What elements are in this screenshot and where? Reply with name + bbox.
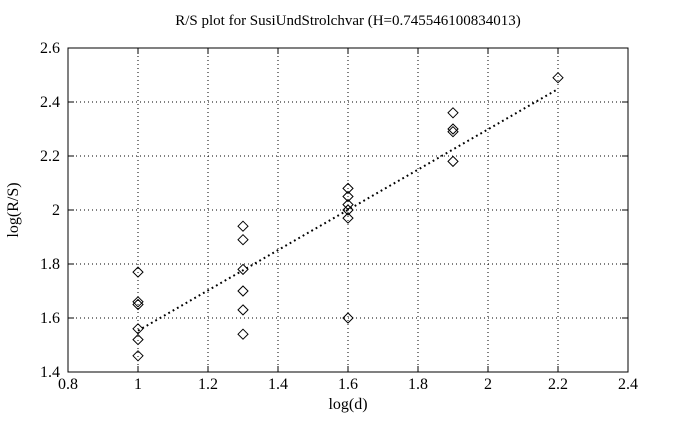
data-point-diamond — [237, 285, 249, 297]
x-tick-label: 2.4 — [618, 376, 638, 393]
data-point-diamond — [237, 220, 249, 232]
x-tick-label: 0.8 — [58, 376, 78, 393]
data-point-diamond — [132, 323, 144, 335]
x-tick-label: 1.8 — [408, 376, 428, 393]
data-point-diamond — [132, 333, 144, 346]
chart-title: R/S plot for SusiUndStrolchvar (H=0.7455… — [175, 13, 521, 29]
data-point-diamond — [552, 71, 564, 84]
data-point-diamond — [342, 190, 354, 203]
fit-line — [137, 88, 559, 332]
data-point-diamond — [237, 328, 249, 340]
y-tick-label: 1.8 — [40, 256, 60, 273]
data-point-diamond — [447, 123, 459, 135]
data-point-diamond — [342, 198, 354, 211]
y-tick-label: 1.6 — [40, 310, 60, 327]
y-tick-label: 1.4 — [40, 364, 60, 381]
data-point-diamond — [447, 125, 459, 138]
data-point-diamond — [342, 182, 354, 195]
data-point-diamond — [342, 204, 354, 216]
x-tick-label: 1 — [134, 376, 142, 393]
data-point-diamond — [237, 263, 249, 276]
x-tick-label: 1.2 — [198, 376, 218, 393]
data-point-diamond — [132, 296, 144, 308]
data-point-diamond — [132, 350, 144, 362]
plot-border — [67, 47, 629, 373]
y-tick-label: 2 — [52, 202, 60, 219]
x-tick-label: 1.6 — [338, 376, 358, 393]
data-point-diamond — [342, 312, 354, 324]
data-point-diamond — [132, 266, 144, 278]
x-tick-label: 2.2 — [548, 376, 568, 393]
x-tick-label: 2 — [484, 376, 492, 393]
data-point-diamond — [447, 107, 459, 119]
x-axis-label: log(d) — [328, 396, 368, 413]
data-point-diamond — [447, 155, 459, 168]
data-point-diamond — [132, 298, 144, 311]
y-tick-label: 2.4 — [40, 94, 60, 111]
y-tick-label: 2.6 — [40, 40, 60, 57]
y-tick-label: 2.2 — [40, 148, 60, 165]
data-point-diamond — [342, 212, 354, 224]
data-point-diamond — [237, 304, 249, 316]
data-point-diamond — [237, 233, 249, 246]
x-tick-label: 1.4 — [268, 376, 288, 393]
